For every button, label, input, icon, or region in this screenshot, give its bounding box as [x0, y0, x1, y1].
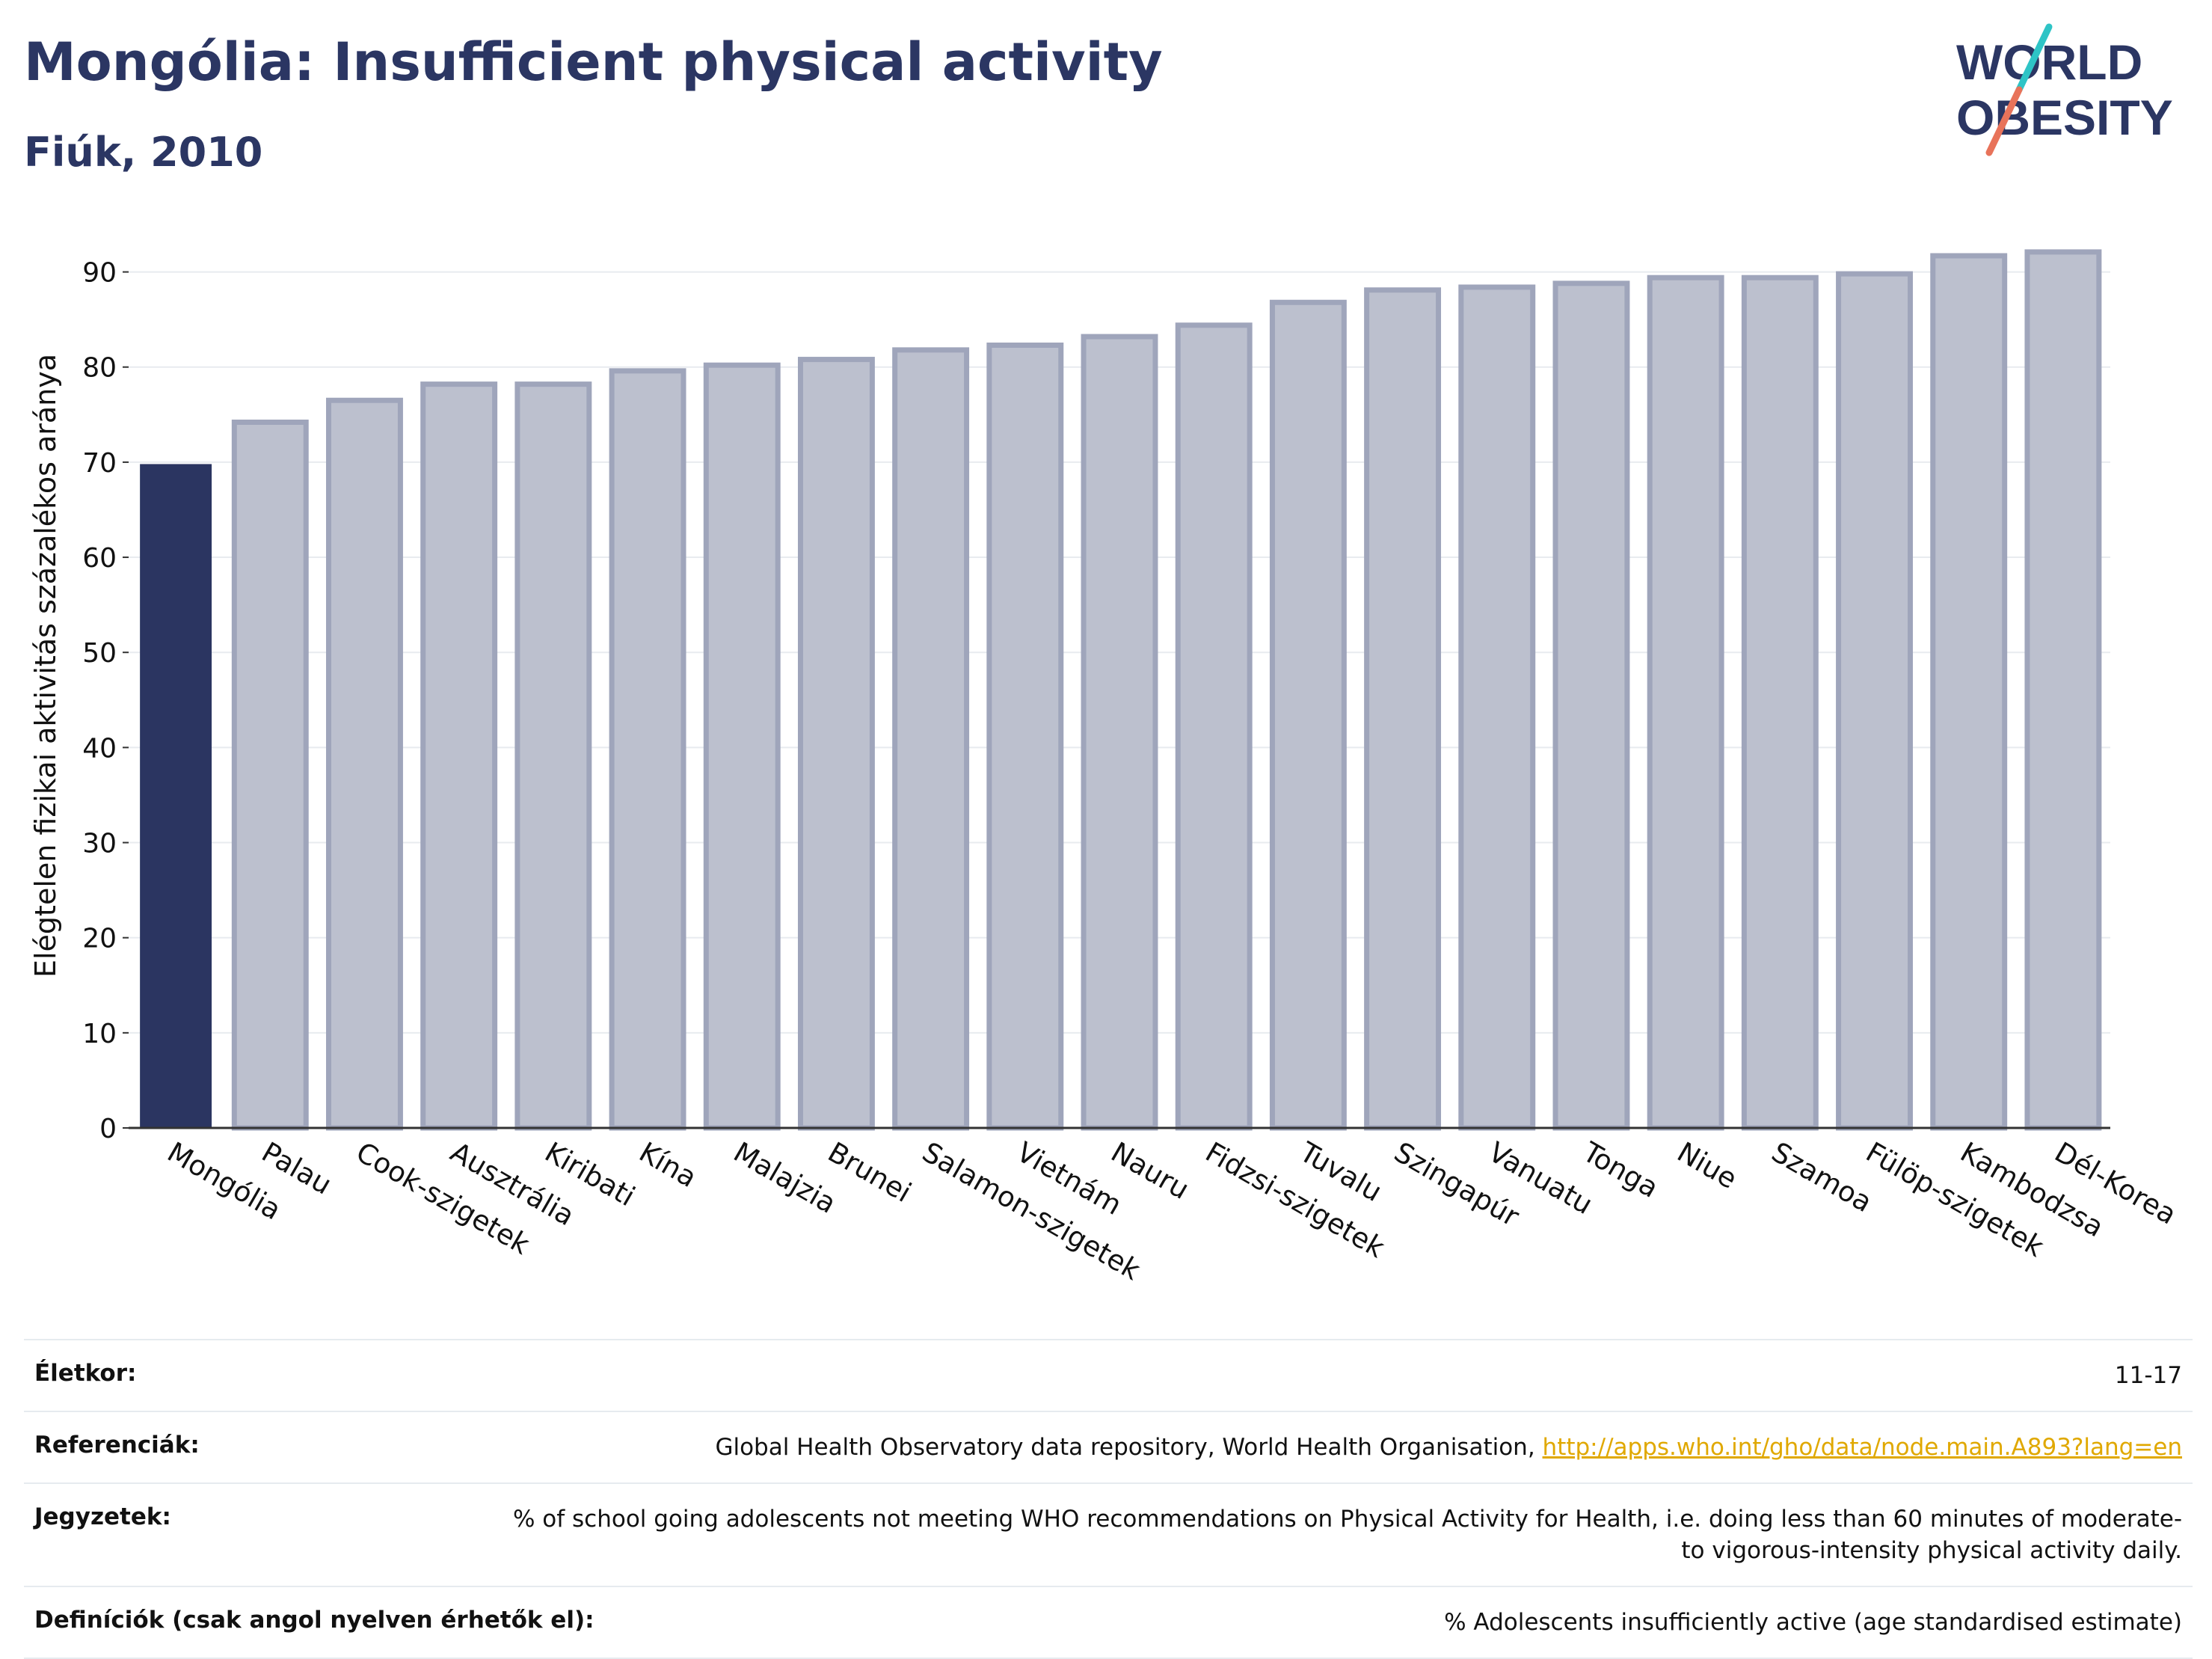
bar-Fidzsi-szigetek: [1175, 322, 1253, 1131]
bar-Kiribati: [514, 381, 592, 1131]
bar-Szamoa: [1741, 275, 1819, 1131]
y-tick-label: 10: [82, 1019, 117, 1049]
y-tick-label: 70: [82, 448, 117, 479]
bar-Fülöp-szigetek: [1836, 271, 1913, 1131]
x-tick-label: Malajzia: [728, 1136, 842, 1220]
x-tick-label: Niue: [1672, 1136, 1742, 1195]
y-tick-label: 60: [82, 543, 117, 574]
y-axis-label: Elégtelen fizikai aktivitás százalékos a…: [29, 354, 62, 978]
y-tick-label: 80: [82, 353, 117, 384]
bar-Tonga: [1552, 280, 1630, 1131]
bar-Brunei: [797, 357, 875, 1131]
bar-Szingapúr: [1364, 287, 1442, 1131]
bar-Mongólia: [140, 464, 212, 1128]
bar-Dél-Korea: [2024, 249, 2102, 1131]
meta-value-text: 11-17: [2114, 1362, 2182, 1389]
meta-label: Jegyzetek:: [34, 1503, 171, 1530]
meta-label: Referenciák:: [34, 1432, 200, 1459]
y-tick-label: 30: [82, 829, 117, 859]
meta-value-text: % Adolescents insufficiently active (age…: [1444, 1609, 2182, 1636]
meta-value: % Adolescents insufficiently active (age…: [1444, 1607, 2182, 1638]
y-tick-label: 40: [82, 733, 117, 764]
bar-Palau: [231, 419, 309, 1131]
logo-slash-teal: [2015, 23, 2053, 93]
bar-Kambodzsa: [1930, 253, 2008, 1131]
bar-Niue: [1647, 275, 1724, 1131]
meta-label: Életkor:: [34, 1360, 137, 1387]
bar-Vietnám: [986, 342, 1064, 1131]
logo-line2: OBESITY: [1956, 90, 2173, 145]
meta-label: Definíciók (csak angol nyelven érhetők e…: [34, 1607, 595, 1634]
meta-value: % of school going adolescents not meetin…: [492, 1503, 2182, 1566]
logo-slash-coral: [1985, 86, 2023, 156]
meta-value-text: Global Health Observatory data repositor…: [715, 1434, 1543, 1461]
bar-Ausztrália: [420, 381, 498, 1131]
bar-Kína: [609, 368, 686, 1131]
meta-value: Global Health Observatory data repositor…: [715, 1432, 2182, 1463]
bar-Cook-szigetek: [326, 397, 403, 1131]
metadata-table: Életkor: 11-17 Referenciák: Global Health O…: [24, 1339, 2193, 1659]
meta-row: Jegyzetek: % of school going adolescents …: [24, 1482, 2193, 1586]
world-obesity-logo: WORLD OBESITY: [1956, 23, 2173, 156]
bar-Malajzia: [703, 362, 781, 1131]
meta-value-text: % of school going adolescents not meetin…: [512, 1506, 2182, 1564]
reference-link[interactable]: http://apps.who.int/gho/data/node.main.A…: [1542, 1434, 2182, 1461]
bars-layer: [140, 249, 2102, 1131]
meta-row: Definíciók (csak angol nyelven érhetők e…: [24, 1586, 2193, 1659]
x-tick-label: Szamoa: [1766, 1136, 1878, 1219]
y-tick-label: 20: [82, 924, 117, 954]
y-tick-label: 50: [82, 638, 117, 669]
x-tick-label: Kína: [634, 1136, 702, 1195]
y-tick-label: 90: [82, 258, 117, 289]
bar-Nauru: [1081, 334, 1158, 1131]
y-tick-label: 0: [99, 1114, 117, 1144]
meta-row: Életkor: 11-17: [24, 1339, 2193, 1411]
page-subtitle: Fiúk, 2010: [24, 129, 263, 176]
logo-line1: WORLD: [1956, 34, 2142, 90]
bar-Salamon-szigetek: [892, 347, 970, 1131]
page-title: Mongólia: Insufficient physical activity: [24, 31, 1163, 93]
bar-Vanuatu: [1458, 284, 1536, 1131]
meta-value: 11-17: [2115, 1360, 2182, 1391]
bar-Tuvalu: [1269, 299, 1347, 1131]
meta-row: Referenciák: Global Health Observatory da…: [24, 1411, 2193, 1482]
